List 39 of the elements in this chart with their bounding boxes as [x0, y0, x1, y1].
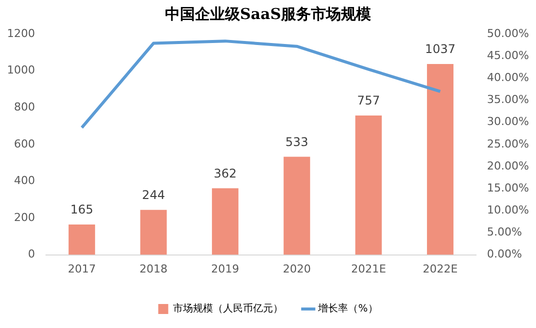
y-tick-label: 400 [14, 174, 35, 188]
y-tick-label: 800 [14, 100, 35, 114]
y-tick-label: 1000 [6, 64, 35, 77]
text: 533 [285, 134, 308, 149]
bar [426, 64, 454, 255]
y-tick-label: 600 [14, 137, 35, 150]
y2-tick-label: 40.00% [487, 71, 530, 84]
x-tick-label: 2021E [351, 262, 386, 276]
x-tick-label: 2017 [68, 262, 96, 276]
x-tick-label: 2022E [422, 262, 458, 276]
y2-tick-label: 10.00% [487, 204, 530, 216]
y-tick-label: 200 [14, 210, 35, 224]
legend-label: 市场规模（人民币亿元） [173, 302, 284, 315]
y2-tick-label: 50.00% [487, 26, 530, 40]
y2-tick-label: 45.00% [487, 48, 530, 62]
bar [68, 224, 96, 255]
y2-tick-label: 5.00% [487, 226, 522, 239]
y2-tick-label: 35.00% [487, 93, 530, 106]
bar [212, 188, 238, 255]
text: 244 [142, 188, 165, 202]
x-tick-label: 2020 [282, 262, 311, 276]
text: 362 [214, 166, 237, 180]
x-tick-label: 2018 [140, 262, 168, 276]
text: 757 [357, 94, 380, 108]
y2-tick-label: 20.00% [487, 159, 530, 172]
y2-tick-label: 25.00% [487, 137, 530, 150]
chart-title: 中国企业级SaaS服务市场规模 [164, 4, 372, 23]
y2-tick-label: 0.00% [487, 248, 522, 261]
text: 1037 [424, 42, 456, 56]
bar [355, 116, 382, 255]
y-tick-label: 1200 [6, 26, 35, 40]
bar [140, 210, 167, 255]
text: 165 [70, 202, 94, 217]
legend-label: 增长率（%） [317, 302, 378, 315]
y2-tick-label: 30.00% [487, 115, 530, 128]
y2-tick-label: 15.00% [487, 181, 530, 194]
x-tick-label: 2019 [211, 262, 240, 276]
y-tick-label: 0 [28, 248, 35, 261]
bar [284, 156, 310, 255]
